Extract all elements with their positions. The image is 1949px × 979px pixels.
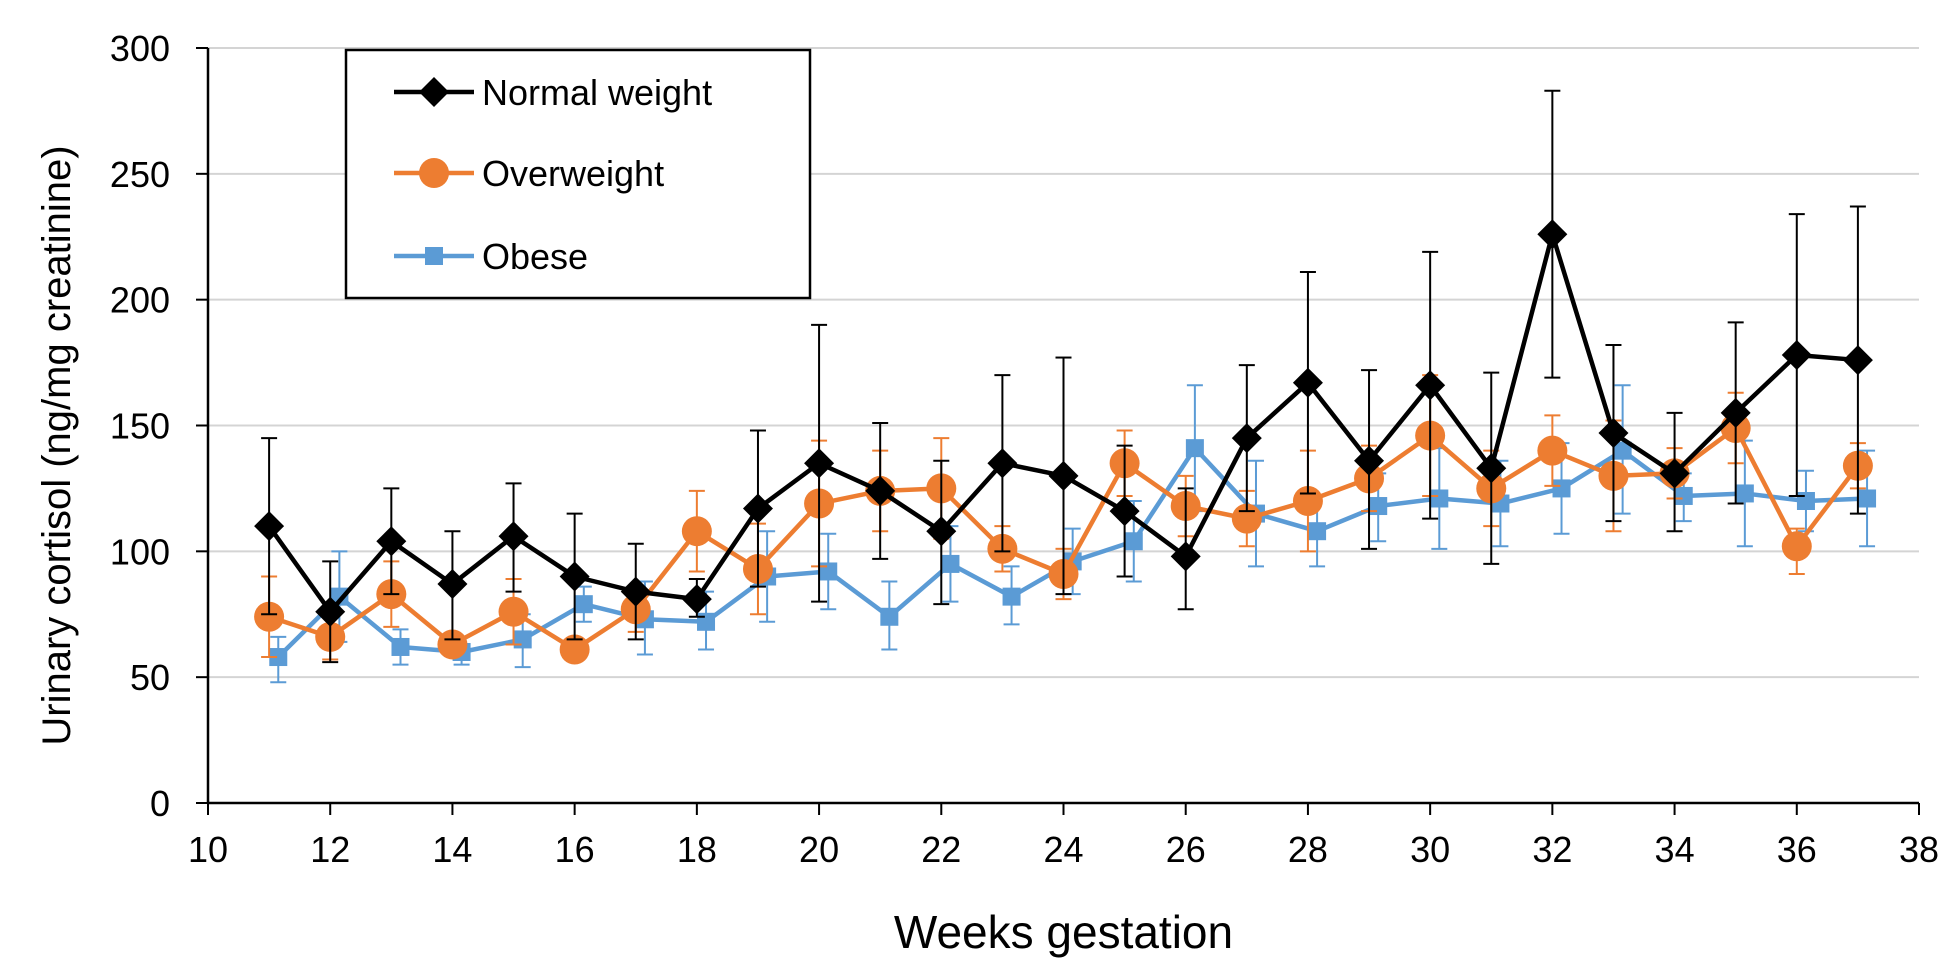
y-tick-label-300: 300: [110, 28, 170, 69]
axes: [196, 47, 1920, 815]
legend-label-overweight: Overweight: [482, 153, 664, 194]
data-point-obese: [1185, 439, 1204, 458]
x-tick-label-16: 16: [555, 829, 595, 870]
x-tick-label-22: 22: [921, 829, 961, 870]
x-tick-label-30: 30: [1410, 829, 1450, 870]
legend-marker-normal-weight: [419, 77, 449, 107]
data-point-obese: [941, 554, 960, 573]
data-point-normal-weight: [926, 516, 957, 547]
data-point-normal-weight: [1170, 541, 1201, 572]
y-tick-label-250: 250: [110, 154, 170, 195]
y-tick-label-100: 100: [110, 531, 170, 572]
data-point-obese: [513, 630, 532, 649]
data-point-obese: [1674, 486, 1693, 505]
data-point-normal-weight: [254, 511, 285, 542]
legend-item-overweight: Overweight: [394, 153, 664, 194]
data-point-obese: [574, 595, 593, 614]
data-point-overweight: [1537, 435, 1568, 466]
data-point-obese: [1613, 441, 1632, 460]
legend: Normal weight Overweight Obese: [344, 48, 812, 300]
x-tick-label-10: 10: [188, 829, 228, 870]
y-tick-label-50: 50: [130, 657, 170, 698]
data-point-obese: [880, 607, 899, 626]
y-tick-label-200: 200: [110, 280, 170, 321]
data-point-normal-weight: [315, 596, 346, 627]
x-tick-label-28: 28: [1288, 829, 1328, 870]
x-tick-label-38: 38: [1899, 829, 1939, 870]
data-point-normal-weight: [620, 576, 651, 607]
data-point-normal-weight: [681, 584, 712, 615]
data-point-normal-weight: [498, 521, 529, 552]
x-axis-title: Weeks gestation: [894, 906, 1233, 958]
x-tick-label-18: 18: [677, 829, 717, 870]
x-tick-label-26: 26: [1166, 829, 1206, 870]
series-normal-weight: [254, 89, 1873, 664]
data-point-overweight: [437, 629, 468, 660]
data-point-obese: [1369, 497, 1388, 516]
x-tick-label-12: 12: [310, 829, 350, 870]
data-point-normal-weight: [1231, 423, 1262, 454]
x-tick-label-34: 34: [1655, 829, 1695, 870]
data-point-normal-weight: [1354, 445, 1385, 476]
legend-label-normal-weight: Normal weight: [482, 72, 712, 113]
data-point-obese: [1308, 522, 1327, 541]
data-point-obese: [819, 562, 838, 581]
y-axis-title: Urinary cortisol (ng/mg creatinine): [35, 145, 79, 745]
series-group: [254, 89, 1877, 684]
x-tick-label-24: 24: [1043, 829, 1083, 870]
data-point-normal-weight: [987, 448, 1018, 479]
x-tick-label-14: 14: [432, 829, 472, 870]
y-tick-label-0: 0: [150, 783, 170, 824]
data-point-normal-weight: [1415, 370, 1446, 401]
data-point-normal-weight: [804, 448, 835, 479]
x-tick-label-36: 36: [1777, 829, 1817, 870]
data-point-normal-weight: [1659, 458, 1690, 489]
data-point-normal-weight: [376, 526, 407, 557]
data-point-obese: [1002, 587, 1021, 606]
data-point-obese: [697, 612, 716, 631]
data-point-normal-weight: [1292, 367, 1323, 398]
legend-item-normal-weight: Normal weight: [394, 72, 712, 113]
data-point-obese: [1552, 479, 1571, 498]
data-point-normal-weight: [742, 493, 773, 524]
data-point-normal-weight: [1598, 418, 1629, 449]
data-point-normal-weight: [1781, 340, 1812, 371]
data-point-normal-weight: [1720, 397, 1751, 428]
x-tick-label-20: 20: [799, 829, 839, 870]
data-point-obese: [1430, 489, 1449, 508]
data-point-obese: [330, 587, 349, 606]
data-point-normal-weight: [1537, 219, 1568, 250]
legend-marker-overweight: [419, 158, 449, 188]
data-point-overweight: [681, 516, 712, 547]
data-point-normal-weight: [1109, 496, 1140, 527]
data-point-normal-weight: [1842, 345, 1873, 376]
data-point-obese: [391, 637, 410, 656]
data-point-overweight: [254, 601, 285, 632]
data-point-normal-weight: [865, 475, 896, 506]
legend-item-obese: Obese: [394, 236, 588, 277]
data-point-overweight: [1781, 531, 1812, 562]
data-point-normal-weight: [1476, 453, 1507, 484]
data-point-normal-weight: [437, 569, 468, 600]
legend-label-obese: Obese: [482, 236, 588, 277]
data-point-obese: [1858, 489, 1877, 508]
data-point-obese: [269, 648, 288, 667]
data-point-overweight: [559, 634, 590, 665]
legend-marker-obese: [425, 247, 443, 265]
data-point-normal-weight: [559, 561, 590, 592]
tick-labels: 10 12 14 16 18 20 22 24 26 28 30 32 34 36 38 0 50 100 150 2…: [110, 28, 1939, 870]
x-tick-label-32: 32: [1532, 829, 1572, 870]
data-point-obese: [1124, 532, 1143, 551]
y-tick-label-150: 150: [110, 406, 170, 447]
data-point-normal-weight: [1048, 460, 1079, 491]
data-point-obese: [1796, 492, 1815, 510]
data-point-overweight: [498, 596, 529, 627]
data-point-obese: [1735, 484, 1754, 503]
